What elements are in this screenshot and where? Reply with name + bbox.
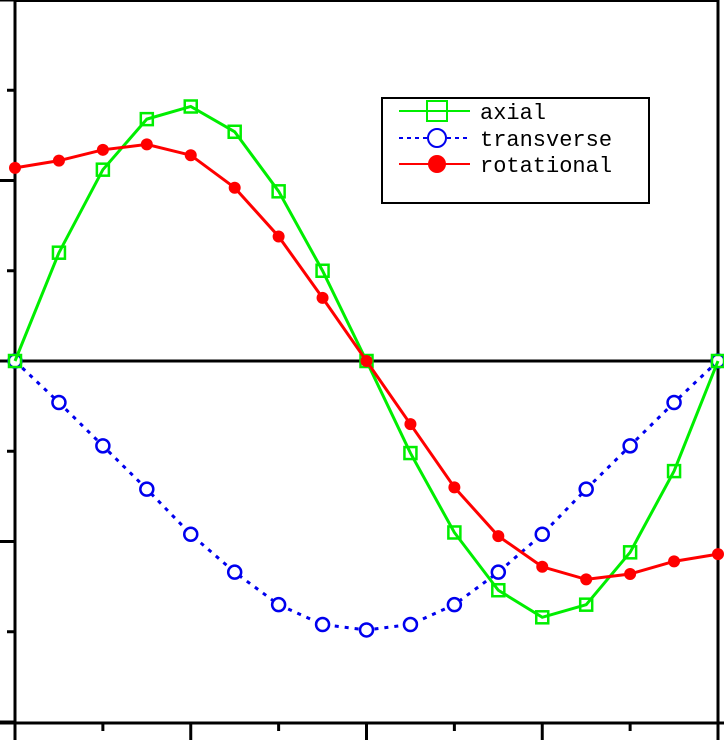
rotational-marker: [316, 291, 329, 304]
rotational-marker: [448, 481, 461, 494]
transverse-marker: [490, 564, 507, 580]
axial-marker: [139, 111, 155, 127]
transverse-marker: [95, 438, 111, 454]
rotational-marker: [536, 560, 549, 573]
axial-marker: [315, 263, 330, 278]
transverse-marker: [183, 526, 199, 543]
transverse-marker: [578, 481, 594, 497]
axial-marker: [535, 610, 550, 625]
axial-marker: [183, 99, 198, 114]
transverse-marker: [270, 596, 287, 613]
transverse-marker: [314, 616, 331, 633]
rotational-marker: [404, 418, 417, 431]
axial-marker: [227, 124, 242, 140]
legend-item-rotational: rotational: [399, 154, 612, 179]
rotational-marker: [580, 573, 593, 586]
rotational-marker: [228, 181, 241, 194]
y-axis-ticks: [0, 0, 15, 724]
axial-marker: [491, 582, 506, 598]
transverse-marker: [139, 481, 155, 497]
open-square-icon: [426, 100, 448, 122]
legend-item-transverse: transverse: [399, 128, 612, 153]
transverse-marker: [402, 616, 419, 633]
rotational-marker: [96, 143, 109, 156]
rotational-marker: [52, 154, 65, 167]
legend-label-rotational: rotational: [480, 154, 612, 179]
transverse-line: [13, 359, 720, 632]
rotational-marker: [712, 548, 724, 561]
rotational-marker: [492, 530, 505, 543]
transverse-marker: [666, 394, 682, 411]
rotational-marker: [272, 230, 285, 243]
axial-marker: [51, 245, 67, 260]
axial-marker: [622, 545, 638, 560]
rotational-marker: [360, 355, 373, 367]
legend-item-axial: axial: [399, 100, 546, 126]
axial-marker: [710, 353, 724, 369]
axial-marker: [271, 184, 286, 199]
series-transverse: [7, 353, 724, 638]
series-rotational: [9, 138, 724, 586]
axial-marker: [7, 353, 23, 369]
filled-circle-icon: [428, 155, 446, 173]
transverse-marker: [358, 622, 375, 638]
axial-marker: [447, 525, 462, 540]
axial-marker: [578, 597, 594, 612]
open-circle-icon: [427, 128, 447, 148]
series-layer: [7, 99, 724, 638]
rotational-marker: [668, 555, 681, 568]
legend-label-transverse: transverse: [480, 128, 612, 153]
transverse-marker: [51, 394, 67, 411]
rotational-marker: [140, 138, 153, 151]
transverse-marker: [622, 438, 638, 454]
transverse-marker: [226, 564, 243, 580]
legend-label-axial: axial: [480, 101, 546, 126]
axial-marker: [666, 463, 682, 479]
rotational-marker: [9, 161, 21, 174]
transverse-marker: [446, 596, 463, 613]
x-axis-ticks: [13, 723, 720, 740]
rotational-marker: [624, 567, 637, 580]
transverse-marker: [534, 526, 550, 543]
rotational-marker: [184, 149, 197, 162]
axial-marker: [403, 445, 418, 461]
axial-marker: [95, 162, 111, 177]
legend: axial transverse rotational: [381, 97, 650, 204]
